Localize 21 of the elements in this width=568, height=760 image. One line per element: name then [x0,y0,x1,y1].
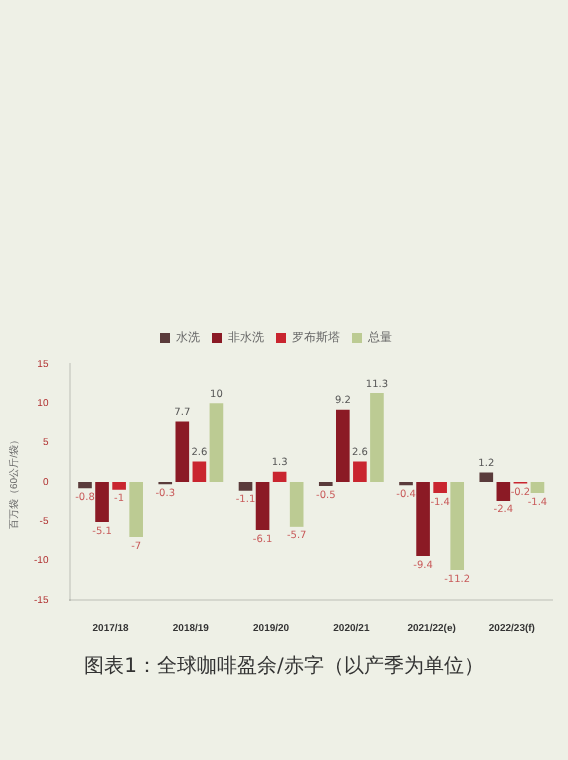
bar [129,482,143,538]
bar [289,482,304,527]
bar [530,482,545,494]
bar [175,421,190,482]
bar [238,482,253,491]
bar [496,482,511,501]
bar [112,482,126,490]
bar [416,482,430,556]
bar [209,403,224,482]
bar [450,482,465,571]
text: 图表1：全球咖啡盈余/赤字（以产季为单位） [82,653,486,680]
bar [192,461,207,482]
bar [353,461,367,482]
bar [479,472,494,482]
bar [272,471,287,482]
bar [95,482,109,523]
bar [78,482,92,489]
bar [336,409,350,482]
bar [433,482,447,494]
bar [255,482,270,530]
bar [370,393,384,482]
